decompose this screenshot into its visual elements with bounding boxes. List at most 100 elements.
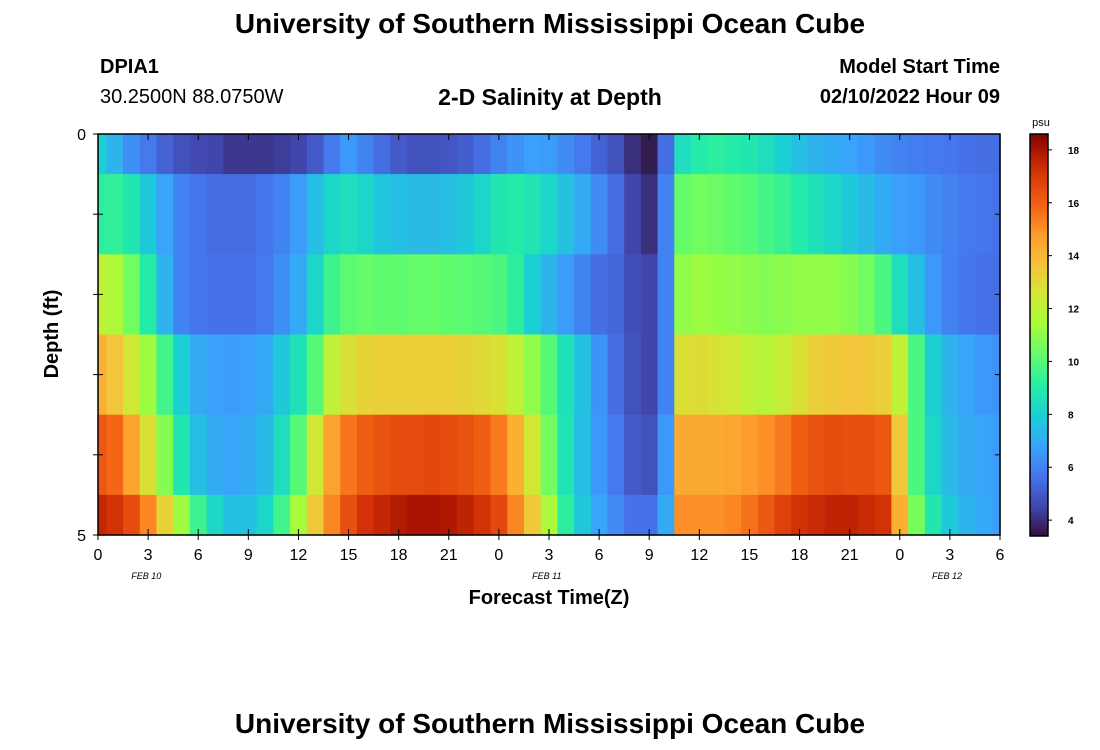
heatmap-cell <box>223 414 241 496</box>
x-tick-label: 3 <box>545 547 554 564</box>
heatmap-cell <box>340 174 358 255</box>
heatmap-cell <box>356 334 375 416</box>
heatmap-cell <box>958 254 976 336</box>
colorbar <box>1029 133 1049 537</box>
colorbar-unit-label: psu <box>1032 117 1050 129</box>
heatmap-cell <box>958 414 976 496</box>
heatmap-cell <box>206 134 224 175</box>
heatmap-cell <box>824 494 842 536</box>
colorbar-tick-label: 18 <box>1068 146 1080 157</box>
heatmap-cell <box>189 174 208 255</box>
heatmap-cell <box>490 494 508 536</box>
heatmap-cell <box>841 494 859 536</box>
heatmap-cell <box>757 134 776 175</box>
heatmap-cell <box>657 134 675 175</box>
heatmap-cell <box>490 254 508 336</box>
heatmap-cell <box>841 414 859 496</box>
heatmap-cell <box>106 254 124 336</box>
heatmap-cell <box>807 334 826 416</box>
heatmap-cell <box>941 414 959 496</box>
heatmap-cell <box>189 494 208 536</box>
x-tick-label: 6 <box>595 547 604 564</box>
heatmap-cell <box>924 414 943 496</box>
heatmap-cell <box>757 174 776 255</box>
heatmap-cell <box>741 134 759 175</box>
heatmap-cell <box>657 174 675 255</box>
heatmap-cell <box>791 134 809 175</box>
x-tick-label: 9 <box>645 547 654 564</box>
heatmap-cell <box>123 414 141 496</box>
y-axis: 05 <box>77 127 1000 545</box>
heatmap-cell <box>607 414 625 496</box>
heatmap-cell <box>807 174 826 255</box>
heatmap-cell <box>139 174 158 255</box>
heatmap-cell <box>390 174 408 255</box>
heatmap-cell <box>440 414 458 496</box>
heatmap-cell <box>824 414 842 496</box>
heatmap-cell <box>791 334 809 416</box>
heatmap-cell <box>123 174 141 255</box>
heatmap-cell <box>106 414 124 496</box>
colorbar-tick-label: 10 <box>1068 357 1080 368</box>
heatmap-cell <box>206 334 224 416</box>
heatmap-cell <box>139 334 158 416</box>
station-coordinates: 30.2500N 88.0750W <box>100 86 284 108</box>
heatmap-cell <box>640 414 659 496</box>
heatmap-cell <box>306 334 325 416</box>
heatmap-cell <box>440 494 458 536</box>
heatmap-cell <box>390 494 408 536</box>
heatmap-cell <box>173 334 191 416</box>
heatmap-cell <box>974 334 993 416</box>
heatmap-cell <box>540 494 558 536</box>
heatmap-cell <box>306 254 325 336</box>
y-tick-label: 5 <box>77 528 86 545</box>
heatmap-cell <box>874 134 893 175</box>
heatmap-cell <box>824 334 842 416</box>
heatmap-cell <box>924 174 943 255</box>
heatmap-cell <box>707 334 725 416</box>
heatmap-cell <box>908 134 926 175</box>
colorbar-tick-label: 12 <box>1068 305 1080 316</box>
heatmap-cell <box>273 414 291 496</box>
heatmap-cell <box>590 334 609 416</box>
heatmap-cell <box>457 254 475 336</box>
heatmap-cell <box>690 134 709 175</box>
heatmap-cell <box>540 414 558 496</box>
heatmap-cell <box>724 134 742 175</box>
heatmap-cell <box>941 334 959 416</box>
colorbar-tick-label: 16 <box>1068 199 1080 210</box>
heatmap-cell <box>674 134 692 175</box>
heatmap-cell <box>239 254 258 336</box>
heatmap-cell <box>590 414 609 496</box>
heatmap-cell <box>356 254 375 336</box>
heatmap-cell <box>690 334 709 416</box>
heatmap-cell <box>958 134 976 175</box>
heatmap-cell <box>807 134 826 175</box>
heatmap-cell <box>123 334 141 416</box>
heatmap-cell <box>924 134 943 175</box>
x-tick-label: 18 <box>390 547 408 564</box>
heatmap-cell <box>223 254 241 336</box>
heatmap-cell <box>707 134 725 175</box>
heatmap-cell <box>457 414 475 496</box>
colorbar-tick-label: 8 <box>1068 410 1074 421</box>
heatmap-cell <box>958 174 976 255</box>
heatmap-cell <box>674 174 692 255</box>
heatmap-cell <box>256 414 274 496</box>
heatmap-cell <box>473 254 492 336</box>
heatmap-cell <box>774 134 792 175</box>
heatmap-cell <box>390 134 408 175</box>
heatmap-cell <box>741 334 759 416</box>
heatmap-cell <box>440 254 458 336</box>
heatmap-cell <box>974 414 993 496</box>
heatmap-cell <box>757 414 776 496</box>
heatmap-cell <box>607 494 625 536</box>
heatmap-cell <box>156 494 174 536</box>
date-label: FEB 11 <box>532 571 561 581</box>
heatmap-cell <box>457 334 475 416</box>
heatmap-cell <box>891 414 909 496</box>
heatmap-cell <box>807 414 826 496</box>
heatmap-cell <box>123 254 141 336</box>
heatmap-cell <box>206 254 224 336</box>
heatmap-cell <box>540 254 558 336</box>
